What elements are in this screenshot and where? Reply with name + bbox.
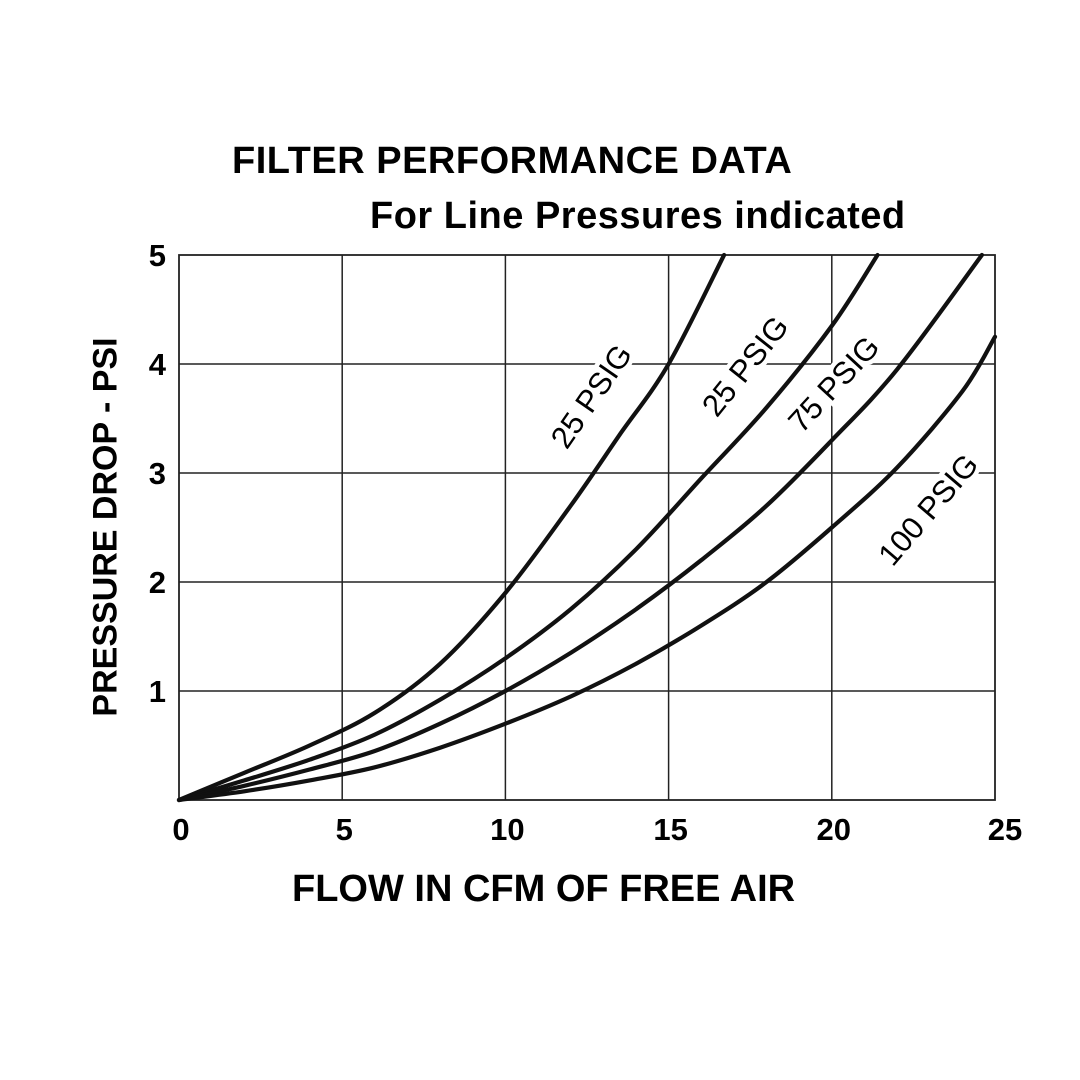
- chart-subtitle: For Line Pressures indicated: [370, 195, 906, 237]
- series-label: 25 PSIG: [695, 309, 795, 422]
- series-line: [176, 252, 727, 803]
- x-tick-label: 25: [988, 812, 1022, 847]
- series-line: [176, 252, 984, 803]
- chart-title: FILTER PERFORMANCE DATA: [232, 140, 793, 182]
- y-tick-label: 2: [149, 565, 166, 600]
- series-line: [176, 252, 880, 803]
- series-label: 100 PSIG: [871, 447, 985, 572]
- x-tick-label: 5: [336, 812, 353, 847]
- x-tick-label: 15: [653, 812, 687, 847]
- series-line: [176, 334, 998, 803]
- y-axis-label: PRESSURE DROP - PSI: [86, 337, 125, 717]
- x-tick-label: 20: [817, 812, 851, 847]
- x-tick-label: 10: [490, 812, 524, 847]
- plot-frame: [178, 254, 996, 801]
- series-label: 75 PSIG: [781, 329, 886, 439]
- x-axis-label: FLOW IN CFM OF FREE AIR: [292, 868, 796, 910]
- series-label: 25 PSIG: [544, 338, 639, 454]
- y-tick-label: 5: [149, 238, 166, 273]
- x-tick-label: 0: [172, 812, 189, 847]
- y-tick-label: 3: [149, 456, 166, 491]
- y-tick-label: 1: [149, 674, 166, 709]
- y-tick-label: 4: [149, 347, 167, 382]
